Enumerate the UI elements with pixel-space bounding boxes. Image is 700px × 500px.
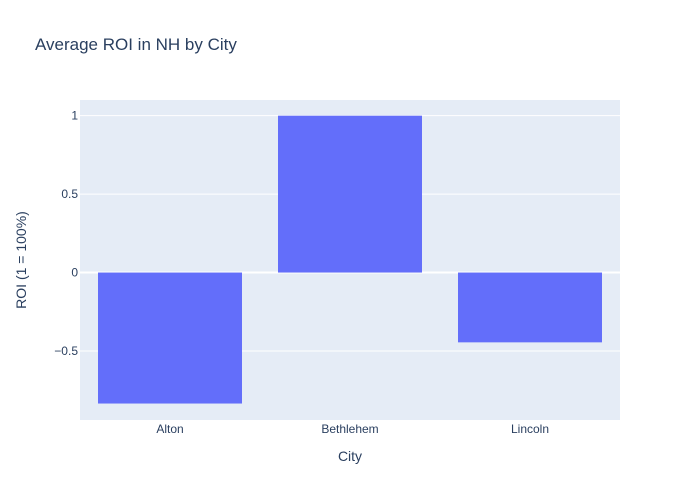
y-tick-label: 1 [71, 109, 78, 123]
x-axis-title: City [338, 448, 362, 464]
y-tick-label: −0.5 [54, 344, 78, 358]
bar-alton[interactable] [98, 272, 242, 404]
bars [98, 115, 602, 404]
y-tick-label: 0 [71, 266, 78, 280]
y-tick-label: 0.5 [61, 187, 78, 201]
bar-lincoln[interactable] [458, 272, 602, 343]
bar-bethlehem[interactable] [278, 115, 422, 273]
x-tick-label: Alton [156, 422, 183, 436]
y-axis-ticks: 1 0.5 0 −0.5 [54, 109, 78, 358]
x-tick-label: Bethlehem [321, 422, 378, 436]
x-axis-ticks: Alton Bethlehem Lincoln [156, 422, 549, 436]
chart-title: Average ROI in NH by City [35, 35, 237, 54]
x-tick-label: Lincoln [511, 422, 549, 436]
y-axis-title: ROI (1 = 100%) [13, 211, 29, 309]
